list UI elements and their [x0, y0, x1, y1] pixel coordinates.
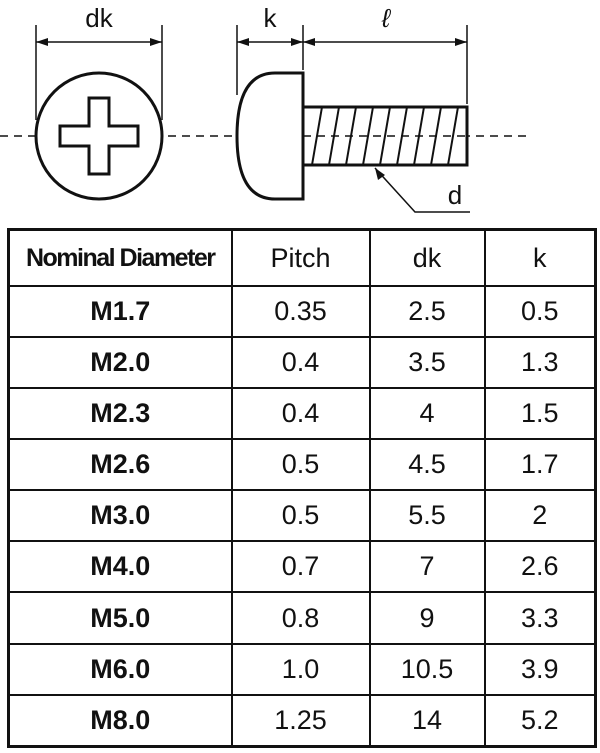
size-cell: M2.0	[7, 336, 233, 390]
value-cell: 5.5	[368, 489, 486, 543]
value-cell: 4.5	[368, 438, 486, 492]
l-label: ℓ	[381, 3, 392, 33]
table-row: M2.0 0.4 3.5 1.3	[7, 336, 597, 390]
screw-diagram: dk k ℓ d	[0, 3, 530, 213]
value-cell: 1.5	[483, 387, 597, 441]
value-cell: 0.5	[483, 284, 597, 339]
size-cell: M1.7	[7, 284, 233, 339]
table-row: M5.0 0.8 9 3.3	[7, 591, 597, 645]
value-cell: 9	[368, 591, 486, 645]
value-cell: 3.9	[483, 642, 597, 696]
value-cell: 2	[483, 489, 597, 543]
value-cell: 1.0	[230, 642, 371, 696]
value-cell: 0.5	[230, 489, 371, 543]
value-cell: 1.25	[230, 693, 371, 748]
size-cell: M6.0	[7, 642, 233, 696]
table-row: M6.0 1.0 10.5 3.9	[7, 642, 597, 696]
value-cell: 7	[368, 540, 486, 594]
table-row: M8.0 1.25 14 5.2	[7, 693, 597, 748]
spec-table: Nominal Diameter Pitch dk k M1.7 0.35 2.5 0.5 M…	[7, 228, 597, 748]
value-cell: 0.35	[230, 284, 371, 339]
value-cell: 5.2	[483, 693, 597, 748]
dk-label: dk	[85, 3, 113, 33]
size-cell: M4.0	[7, 540, 233, 594]
size-cell: M5.0	[7, 591, 233, 645]
table-row: M2.3 0.4 4 1.5	[7, 387, 597, 441]
value-cell: 2.6	[483, 540, 597, 594]
table-row: M1.7 0.35 2.5 0.5	[7, 284, 597, 339]
value-cell: 1.7	[483, 438, 597, 492]
size-cell: M2.3	[7, 387, 233, 441]
value-cell: 0.7	[230, 540, 371, 594]
value-cell: 14	[368, 693, 486, 748]
value-cell: 0.5	[230, 438, 371, 492]
size-cell: M3.0	[7, 489, 233, 543]
value-cell: 0.4	[230, 387, 371, 441]
table-row: M3.0 0.5 5.5 2	[7, 489, 597, 543]
d-label: d	[448, 180, 462, 210]
size-cell: M2.6	[7, 438, 233, 492]
head-side	[235, 71, 305, 201]
arrowheads	[36, 38, 467, 180]
cross-recess	[58, 96, 140, 176]
k-label: k	[264, 3, 278, 33]
value-cell: 0.4	[230, 336, 371, 390]
value-cell: 1.3	[483, 336, 597, 390]
header-cell: dk	[368, 228, 486, 287]
value-cell: 3.3	[483, 591, 597, 645]
header-cell: k	[483, 228, 597, 287]
header-row: Nominal Diameter Pitch dk k	[7, 228, 597, 287]
dimension-lines	[35, 25, 470, 213]
size-cell: M8.0	[7, 693, 233, 748]
value-cell: 3.5	[368, 336, 486, 390]
value-cell: 4	[368, 387, 486, 441]
header-cell: Nominal Diameter	[7, 228, 233, 287]
table-row: M2.6 0.5 4.5 1.7	[7, 438, 597, 492]
value-cell: 10.5	[368, 642, 486, 696]
drawing	[0, 25, 530, 213]
header-cell: Pitch	[230, 228, 371, 287]
value-cell: 2.5	[368, 284, 486, 339]
table-body: M1.7 0.35 2.5 0.5 M2.0 0.4 3.5 1.3 M2.3 0.4 4 1.5 M2…	[7, 284, 597, 748]
value-cell: 0.8	[230, 591, 371, 645]
table-row: M4.0 0.7 7 2.6	[7, 540, 597, 594]
